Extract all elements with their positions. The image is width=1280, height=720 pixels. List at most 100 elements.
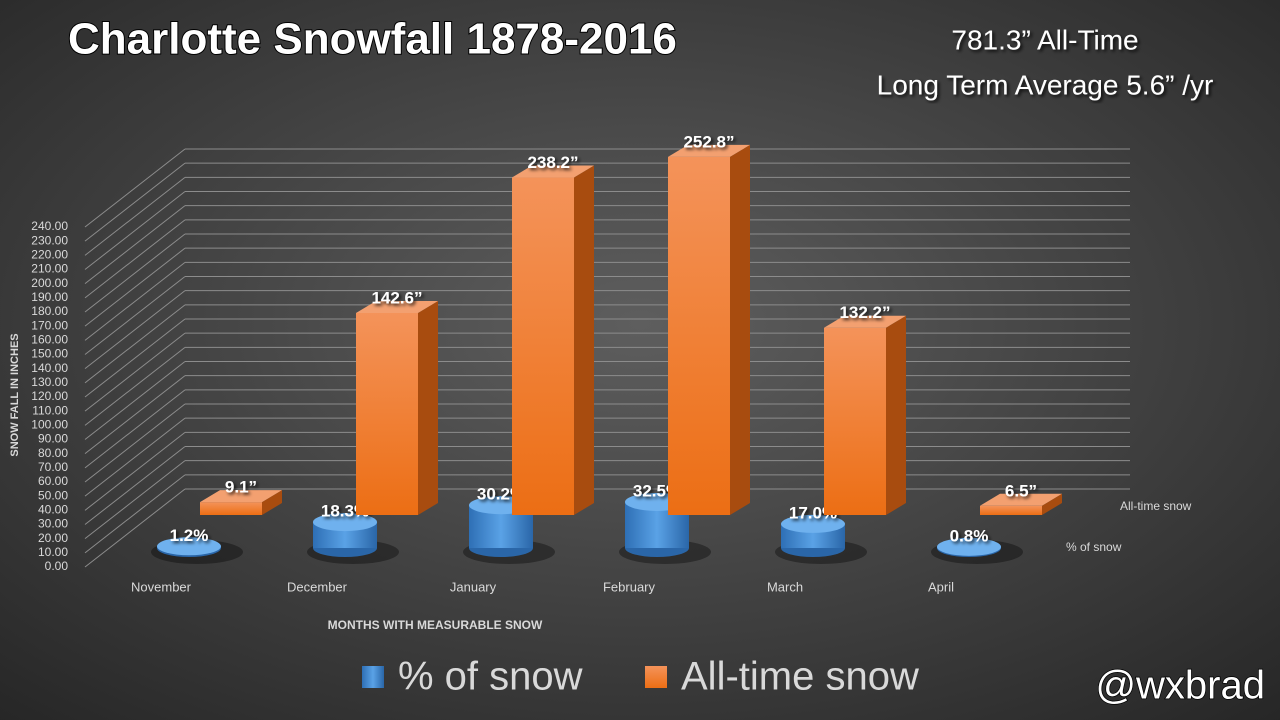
bar-side: [418, 300, 438, 515]
subtitle: Long Term Average 5.6” /yr: [877, 69, 1214, 100]
grid-line: [84, 290, 186, 370]
bar: [356, 300, 438, 515]
y-tick-label: 70.00: [38, 460, 68, 474]
grid-line: [84, 403, 186, 483]
bar: [668, 144, 750, 515]
data-label: 9.1”: [225, 478, 257, 497]
x-tick-label: November: [131, 579, 192, 594]
grid-line: [84, 304, 186, 384]
y-tick-label: 140.00: [31, 361, 68, 375]
grid-line: [84, 261, 186, 341]
grid-line: [84, 389, 186, 469]
x-axis-title: MONTHS WITH MEASURABLE SNOW: [328, 618, 543, 632]
y-tick-label: 170.00: [31, 318, 68, 332]
bar-top: [937, 537, 1001, 556]
x-tick-label: April: [928, 579, 954, 594]
y-tick-label: 120.00: [31, 389, 68, 403]
y-axis-title: SNOW FALL IN INCHES: [9, 333, 21, 456]
x-tick-label: March: [767, 579, 803, 594]
grid-line: [84, 431, 186, 511]
bar-front: [512, 177, 574, 516]
bar-top: [824, 315, 906, 328]
grid-line: [84, 375, 186, 455]
y-tick-label: 60.00: [38, 474, 68, 488]
chart-title: Charlotte Snowfall 1878-2016: [68, 15, 677, 64]
x-tick-label: December: [287, 579, 348, 594]
credit: @wxbrad: [1095, 664, 1265, 708]
grid-line: [84, 205, 186, 285]
grid-line: [84, 488, 186, 568]
y-tick-label: 160.00: [31, 333, 68, 347]
bar: [307, 513, 399, 564]
bar-side: [886, 315, 906, 515]
legend-label: All-time snow: [681, 655, 919, 699]
y-tick-label: 80.00: [38, 446, 68, 460]
grid-line: [84, 162, 186, 242]
bar: [512, 165, 594, 516]
grid-line: [84, 361, 186, 440]
legend-swatch: [645, 666, 667, 688]
bar-side: [730, 144, 750, 515]
grid-line: [84, 148, 186, 228]
y-tick-label: 180.00: [31, 304, 68, 318]
bar-side: [262, 490, 282, 515]
bar-front: [824, 327, 886, 515]
y-tick-label: 200.00: [31, 276, 68, 290]
grid-line: [84, 276, 186, 355]
grid-line: [84, 219, 186, 299]
bar-top: [980, 493, 1062, 506]
y-tick-label: 110.00: [32, 403, 68, 417]
grid-line: [84, 191, 186, 270]
bar-top: [668, 144, 750, 157]
y-tick-label: 190.00: [31, 290, 68, 304]
bar: [824, 315, 906, 515]
grid-line: [84, 346, 186, 426]
grid-line: [84, 460, 186, 540]
bar-top: [781, 514, 845, 533]
bar: [775, 514, 867, 564]
data-label: 252.8”: [683, 132, 734, 151]
bar-side: [1042, 493, 1062, 515]
y-tick-label: 90.00: [38, 432, 68, 446]
bar-top: [356, 300, 438, 313]
y-tick-label: 230.00: [31, 233, 68, 247]
bar-front: [200, 502, 262, 515]
bar-top: [512, 165, 594, 178]
y-tick-label: 50.00: [38, 488, 68, 502]
y-tick-label: 130.00: [31, 375, 68, 389]
y-tick-label: 240.00: [31, 219, 68, 233]
bar-front: [356, 312, 418, 515]
y-tick-label: 20.00: [38, 531, 68, 545]
y-tick-label: 30.00: [38, 517, 68, 531]
y-tick-label: 100.00: [31, 418, 68, 432]
bar-side: [574, 165, 594, 516]
grid-line: [84, 176, 186, 256]
bar-top: [313, 513, 377, 532]
x-tick-label: February: [603, 579, 656, 594]
y-tick-label: 40.00: [38, 503, 68, 517]
bar-top: [200, 490, 282, 503]
data-label: 238.2”: [527, 153, 578, 172]
bar-front: [980, 505, 1042, 515]
subtitle: 781.3” All-Time: [951, 24, 1138, 55]
data-label: 0.8%: [950, 526, 989, 545]
data-label: 6.5”: [1005, 481, 1037, 500]
grid-line: [84, 332, 186, 412]
depth-label: All-time snow: [1120, 499, 1192, 513]
legend-swatch: [362, 666, 384, 688]
grid-line: [84, 318, 186, 398]
bar: [151, 537, 243, 564]
data-label: 132.2”: [839, 303, 890, 322]
x-tick-label: January: [450, 579, 497, 594]
y-tick-label: 10.00: [38, 545, 68, 559]
y-tick-label: 150.00: [31, 347, 68, 361]
bar: [931, 537, 1023, 564]
grid-line: [84, 474, 186, 554]
legend-label: % of snow: [398, 655, 583, 699]
grid-line: [84, 417, 186, 497]
grid-line: [84, 446, 186, 525]
grid-line: [84, 247, 186, 327]
data-label: 142.6”: [371, 288, 422, 307]
